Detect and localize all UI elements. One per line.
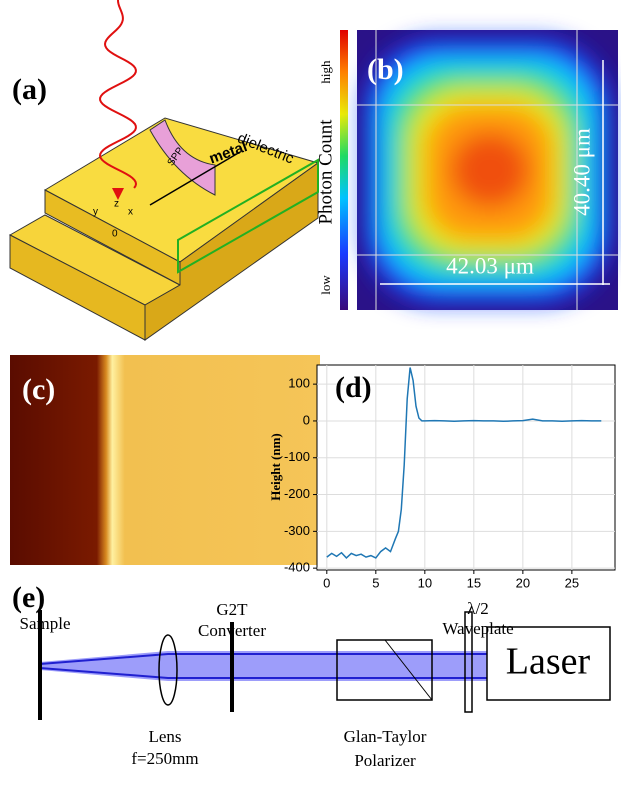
label: Waveplate — [442, 619, 513, 638]
y-tick-label: 100 — [288, 376, 310, 391]
panel-e: (e) Sample G2T Converter λ/2 Waveplate L… — [12, 581, 610, 770]
y-tick-label: -200 — [284, 486, 310, 501]
label: Lens — [148, 727, 181, 746]
page: (a) dielectric SPP metal y z x 0 (b) hig… — [0, 0, 621, 792]
figure: (a) dielectric SPP metal y z x 0 (b) hig… — [0, 0, 621, 792]
y-tick-label: -400 — [284, 560, 310, 575]
x-tick-label: 10 — [418, 575, 432, 590]
label: Glan-Taylor — [344, 727, 427, 746]
beam — [40, 651, 487, 681]
y-tick-label: 0 — [303, 412, 310, 427]
panel-a: (a) dielectric SPP metal y z x 0 — [10, 0, 318, 340]
axis-label: 0 — [112, 229, 118, 240]
y-tick-label: -100 — [284, 449, 310, 464]
axis-label: z — [114, 199, 119, 210]
x-tick-label: 25 — [565, 575, 579, 590]
laser-label: Laser — [506, 641, 591, 683]
panel-label: (c) — [22, 373, 55, 406]
dimension: 42.03 μm — [446, 253, 534, 278]
x-tick-label: 15 — [467, 575, 481, 590]
label: Polarizer — [354, 751, 416, 770]
panel-d: (d) Height (nm) 100 0 -100 -200 -300 -400 0 5 10… — [268, 365, 615, 590]
colorbar — [340, 30, 348, 310]
panel-label: (b) — [367, 53, 404, 86]
label: G2T — [216, 600, 248, 619]
panel-label: (a) — [12, 73, 47, 106]
colorbar-label: Photon Count — [315, 119, 336, 225]
y-tick-label: -300 — [284, 523, 310, 538]
x-tick-label: 5 — [372, 575, 379, 590]
label: λ/2 — [467, 599, 488, 618]
x-tick-label: 20 — [516, 575, 530, 590]
x-tick-label: 0 — [323, 575, 330, 590]
dimension: 40.40 μm — [569, 128, 594, 216]
axis-label: x — [128, 207, 133, 218]
label: Converter — [198, 621, 266, 640]
y-axis-label: Height (nm) — [268, 433, 283, 501]
panel-label: (e) — [12, 581, 45, 614]
colorbar-label: high — [318, 60, 333, 84]
label: Sample — [20, 614, 71, 633]
colorbar-label: low — [318, 275, 333, 295]
panel-label: (d) — [335, 371, 372, 404]
label: f=250mm — [131, 749, 198, 768]
panel-b: (b) high Photon Count low 40.40 μm 42.03… — [315, 30, 618, 310]
axis-label: y — [93, 207, 98, 218]
